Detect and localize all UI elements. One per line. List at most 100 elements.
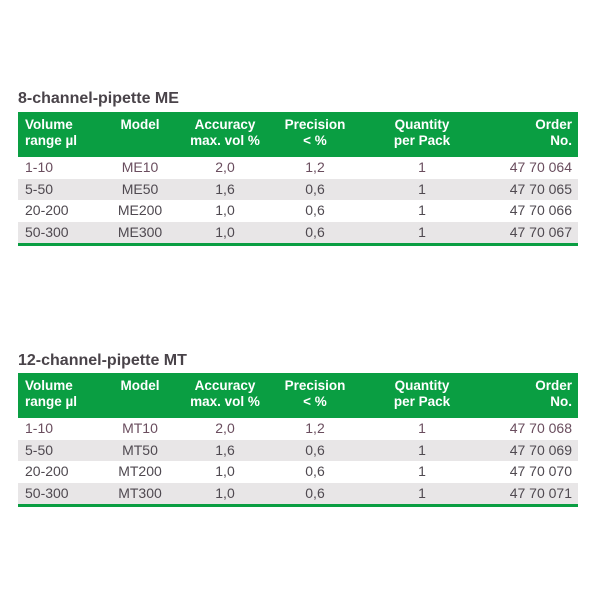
cell-model: MT300 (100, 482, 180, 506)
cell-model: MT10 (122, 420, 158, 436)
cell-order-no: 47 70 064 (509, 159, 572, 175)
table-body: 1-10 MT10 2,0 1,2 1 47 70 068 5-50 MT50 … (18, 418, 578, 506)
table-header: Volume range µl Model Accuracy max. vol … (18, 112, 578, 157)
header-line: range µl (25, 394, 78, 409)
header-line: Volume (25, 378, 73, 393)
cell-precision: 0,6 (270, 221, 360, 245)
column-header-model: Model (100, 373, 180, 418)
cell-accuracy: 1,0 (215, 202, 235, 218)
table-row: 20-200 MT200 1,0 0,6 1 47 70 070 (18, 461, 578, 483)
header-line: No. (550, 394, 572, 409)
table-row: 5-50 MT50 1,6 0,6 1 47 70 069 (18, 439, 578, 461)
cell-order-no: 47 70 067 (484, 221, 578, 245)
cell-volume-range: 1-10 (25, 159, 54, 175)
cell-precision: 0,6 (270, 482, 360, 506)
header-line: No. (550, 133, 572, 148)
cell-volume-range: 50-300 (18, 221, 100, 245)
table-row: 50-300 ME300 1,0 0,6 1 47 70 067 (18, 221, 578, 245)
cell-order-no: 47 70 071 (484, 482, 578, 506)
cell-volume-range: 1-10 (25, 420, 54, 436)
table-title-8-channel: 8-channel-pipette ME (18, 90, 179, 108)
cell-quantity: 1 (418, 202, 426, 218)
column-header-volume-range: Volume range µl (18, 112, 100, 157)
cell-quantity: 1 (418, 159, 426, 175)
header-line: max. vol % (190, 394, 260, 409)
column-header-volume-range: Volume range µl (18, 373, 100, 418)
pipette-table-section-me: Volume range µl Model Accuracy max. vol … (18, 112, 578, 246)
cell-accuracy: 1,0 (180, 482, 270, 506)
header-line: Order (535, 117, 572, 132)
header-line: Order (535, 378, 572, 393)
cell-quantity: 1 (360, 221, 484, 245)
header-line: Quantity (394, 378, 450, 393)
cell-model: MT200 (118, 463, 162, 479)
table-row: 1-10 ME10 2,0 1,2 1 47 70 064 (18, 157, 578, 179)
cell-precision: 1,2 (305, 159, 325, 175)
pipette-table-mt: Volume range µl Model Accuracy max. vol … (18, 373, 578, 507)
cell-order-no: 47 70 069 (484, 439, 578, 461)
cell-quantity: 1 (418, 420, 426, 436)
cell-quantity: 1 (360, 439, 484, 461)
cell-accuracy: 1,0 (215, 463, 235, 479)
cell-model: ME10 (121, 159, 159, 175)
cell-accuracy: 1,6 (180, 178, 270, 200)
header-line: < % (303, 133, 327, 148)
table-header: Volume range µl Model Accuracy max. vol … (18, 373, 578, 418)
header-line: Accuracy (194, 378, 256, 393)
cell-volume-range: 20-200 (25, 202, 69, 218)
header-line: range µl (25, 133, 78, 148)
cell-model: ME300 (100, 221, 180, 245)
column-header-quantity: Quantity per Pack (360, 373, 484, 418)
cell-precision: 0,6 (305, 202, 325, 218)
cell-order-no: 47 70 065 (484, 178, 578, 200)
cell-order-no: 47 70 066 (509, 202, 572, 218)
header-line: Volume (25, 117, 73, 132)
header-line: Model (120, 378, 160, 393)
cell-accuracy: 2,0 (215, 159, 235, 175)
cell-precision: 0,6 (270, 439, 360, 461)
pipette-table-section-mt: Volume range µl Model Accuracy max. vol … (18, 373, 578, 507)
table-row: 50-300 MT300 1,0 0,6 1 47 70 071 (18, 482, 578, 506)
header-line: Precision (284, 378, 346, 393)
cell-model: MT50 (100, 439, 180, 461)
cell-quantity: 1 (418, 463, 426, 479)
cell-accuracy: 2,0 (215, 420, 235, 436)
header-line: Quantity (394, 117, 450, 132)
header-line: max. vol % (190, 133, 260, 148)
header-line: Accuracy (194, 117, 256, 132)
cell-volume-range: 5-50 (18, 178, 100, 200)
column-header-precision: Precision < % (270, 112, 360, 157)
header-line: < % (303, 394, 327, 409)
cell-quantity: 1 (360, 178, 484, 200)
cell-order-no: 47 70 070 (509, 463, 572, 479)
cell-model: ME50 (100, 178, 180, 200)
table-body: 1-10 ME10 2,0 1,2 1 47 70 064 5-50 ME50 … (18, 157, 578, 245)
cell-accuracy: 1,6 (180, 439, 270, 461)
header-line: Precision (284, 117, 346, 132)
cell-volume-range: 5-50 (18, 439, 100, 461)
cell-order-no: 47 70 068 (509, 420, 572, 436)
column-header-accuracy: Accuracy max. vol % (180, 112, 270, 157)
cell-volume-range: 20-200 (25, 463, 69, 479)
cell-precision: 0,6 (305, 463, 325, 479)
cell-precision: 0,6 (270, 178, 360, 200)
table-row: 20-200 ME200 1,0 0,6 1 47 70 066 (18, 200, 578, 222)
column-header-quantity: Quantity per Pack (360, 112, 484, 157)
header-row: Volume range µl Model Accuracy max. vol … (18, 112, 578, 157)
column-header-order-no: Order No. (484, 112, 578, 157)
cell-precision: 1,2 (305, 420, 325, 436)
table-title-12-channel: 12-channel-pipette MT (18, 352, 187, 370)
cell-model: ME200 (117, 202, 163, 218)
table-row: 1-10 MT10 2,0 1,2 1 47 70 068 (18, 418, 578, 440)
header-line: Model (120, 117, 160, 132)
cell-quantity: 1 (360, 482, 484, 506)
column-header-order-no: Order No. (484, 373, 578, 418)
header-line: per Pack (393, 394, 451, 409)
column-header-precision: Precision < % (270, 373, 360, 418)
header-row: Volume range µl Model Accuracy max. vol … (18, 373, 578, 418)
cell-volume-range: 50-300 (18, 482, 100, 506)
column-header-model: Model (100, 112, 180, 157)
header-line: per Pack (393, 133, 451, 148)
table-row: 5-50 ME50 1,6 0,6 1 47 70 065 (18, 178, 578, 200)
